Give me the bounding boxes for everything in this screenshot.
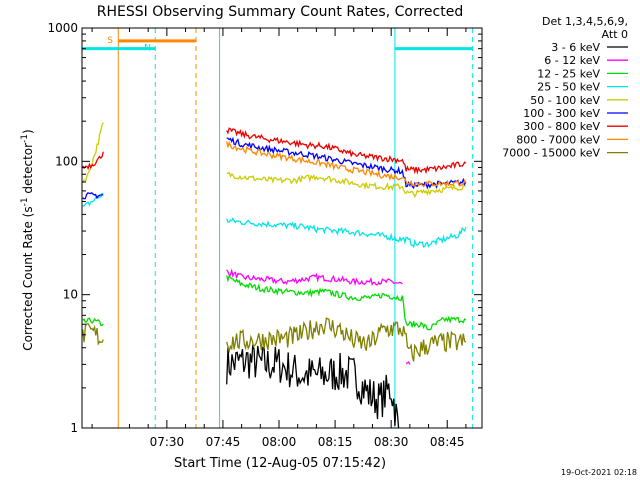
x-tick-label-2: 08:00 xyxy=(262,435,297,449)
x-tick-label-1: 07:45 xyxy=(206,435,241,449)
series-line-0-0 xyxy=(226,344,400,429)
y-label-part-1: Corrected Count Rate (s xyxy=(21,206,35,350)
axes: 1 10 100 1000 07:30 07:45 08:00 08:15 08:30 08:45 xyxy=(47,21,482,449)
series-line-4-0 xyxy=(82,122,104,183)
state-bar-label-2: N xyxy=(144,44,151,54)
x-tick-label-3: 08:15 xyxy=(318,435,353,449)
plot-content: SN xyxy=(82,28,474,429)
series-line-7-0 xyxy=(226,140,467,188)
legend-label-3: 25 - 50 keV xyxy=(537,81,600,94)
y-tick-label-0: 1 xyxy=(70,421,78,435)
y-label-part-3: ) xyxy=(21,129,35,134)
series-line-2-0 xyxy=(82,317,104,327)
y-label-part-2: detector xyxy=(21,143,35,198)
legend-label-2: 12 - 25 keV xyxy=(537,67,600,80)
chart-title: RHESSI Observing Summary Count Rates, Co… xyxy=(97,4,463,20)
legend-header-line-2: Att 0 xyxy=(602,28,628,41)
plot-frame xyxy=(81,27,483,429)
y-tick-label-3: 1000 xyxy=(47,21,78,35)
series-line-3-0 xyxy=(82,192,104,207)
series-line-8-0 xyxy=(82,322,104,346)
series-line-1-0 xyxy=(226,268,403,287)
y-label-sup-1: -1 xyxy=(20,197,30,206)
series-line-2-1 xyxy=(226,274,467,331)
y-label-sup-2: -1 xyxy=(20,134,30,143)
footer-timestamp: 19-Oct-2021 02:18 xyxy=(561,468,637,477)
x-tick-label-5: 08:45 xyxy=(430,435,465,449)
legend-label-7: 800 - 7000 keV xyxy=(516,133,600,146)
series-line-5-0 xyxy=(82,191,104,200)
y-tick-label-1: 10 xyxy=(63,288,78,302)
series-line-4-1 xyxy=(226,171,467,199)
y-tick-label-2: 100 xyxy=(55,154,78,168)
series-line-1-1 xyxy=(405,361,411,365)
legend-label-6: 300 - 800 keV xyxy=(523,120,600,133)
series-line-5-1 xyxy=(226,136,467,190)
series-line-8-1 xyxy=(226,316,467,362)
legend-label-4: 50 - 100 keV xyxy=(530,94,600,107)
series-line-3-1 xyxy=(226,217,467,249)
legend-label-5: 100 - 300 keV xyxy=(523,107,600,120)
x-axis-label: Start Time (12-Aug-05 07:15:42) xyxy=(174,456,386,471)
series-line-6-1 xyxy=(226,127,467,175)
legend-label-0: 3 - 6 keV xyxy=(551,41,600,54)
legend-header-line-1: Det 1,3,4,5,6,9, xyxy=(542,15,628,28)
legend-label-1: 6 - 12 keV xyxy=(544,54,600,67)
x-tick-label-4: 08:30 xyxy=(374,435,409,449)
state-bar-label-1: S xyxy=(107,36,113,46)
legend-label-8: 7000 - 15000 keV xyxy=(502,147,600,160)
x-tick-label-0: 07:30 xyxy=(150,435,185,449)
y-axis-label: Corrected Count Rate (s-1 detector-1) xyxy=(20,129,35,350)
series-line-6-0 xyxy=(82,151,104,170)
